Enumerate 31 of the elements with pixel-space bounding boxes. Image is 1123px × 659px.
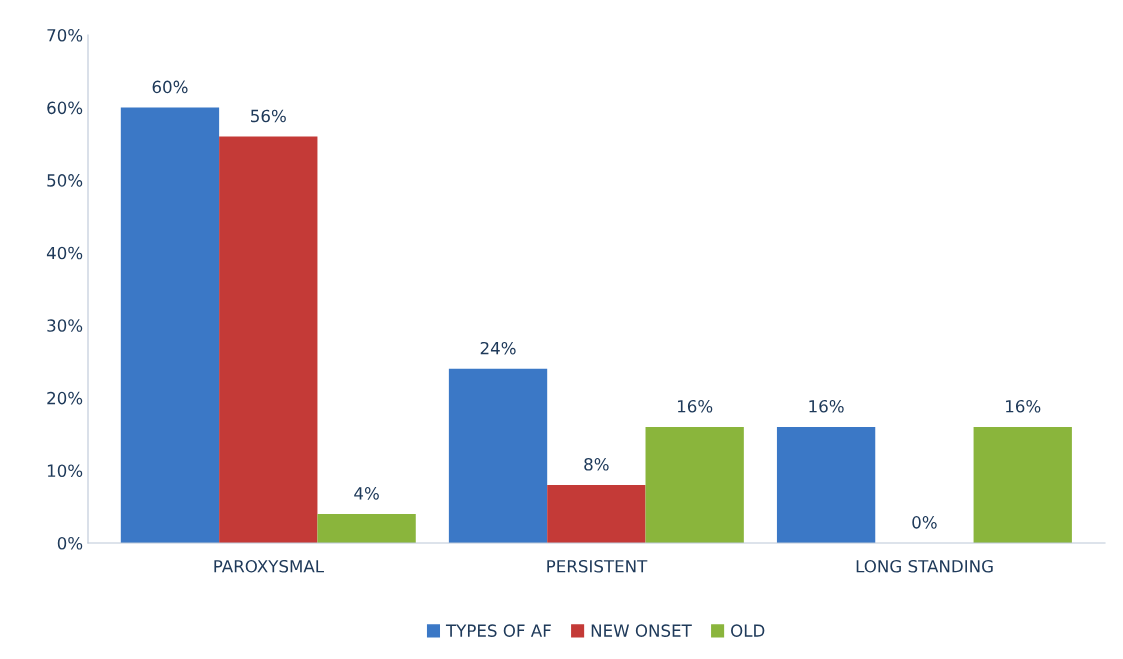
data-label: 16% [677,399,713,413]
y-tick-label: 20% [47,391,83,405]
y-tick-label: 70% [47,28,83,42]
y-tick-label: 40% [46,246,83,260]
x-tick-label: LONG STANDING [856,559,993,573]
y-tick-label: 30% [47,319,83,332]
bar [448,368,548,543]
bar [645,426,744,543]
data-label: 16% [809,399,844,413]
data-label: 56% [251,109,286,123]
x-tick-label: PAROXYSMAL [214,559,324,573]
data-label: 60% [152,80,188,94]
data-label: 24% [480,341,516,355]
bar [219,136,318,543]
y-tick-label: 10% [47,464,83,477]
data-label: 4% [354,487,379,500]
legend-label: TYPES OF AF [445,624,551,637]
y-tick-label: 0% [57,536,83,550]
data-label: 16% [1006,399,1041,413]
bar [547,484,646,543]
bar [973,426,1072,543]
bar [317,513,416,543]
data-label: 0% [912,516,937,529]
y-tick-label: 50% [47,174,83,187]
legend-label: OLD [731,624,765,637]
legend-label: NEW ONSET [591,624,692,637]
bar [776,426,876,543]
x-tick-label: PERSISTENT [547,559,648,573]
bar [120,107,220,543]
y-tick-label: 60% [47,101,83,115]
data-label: 8% [584,458,609,471]
